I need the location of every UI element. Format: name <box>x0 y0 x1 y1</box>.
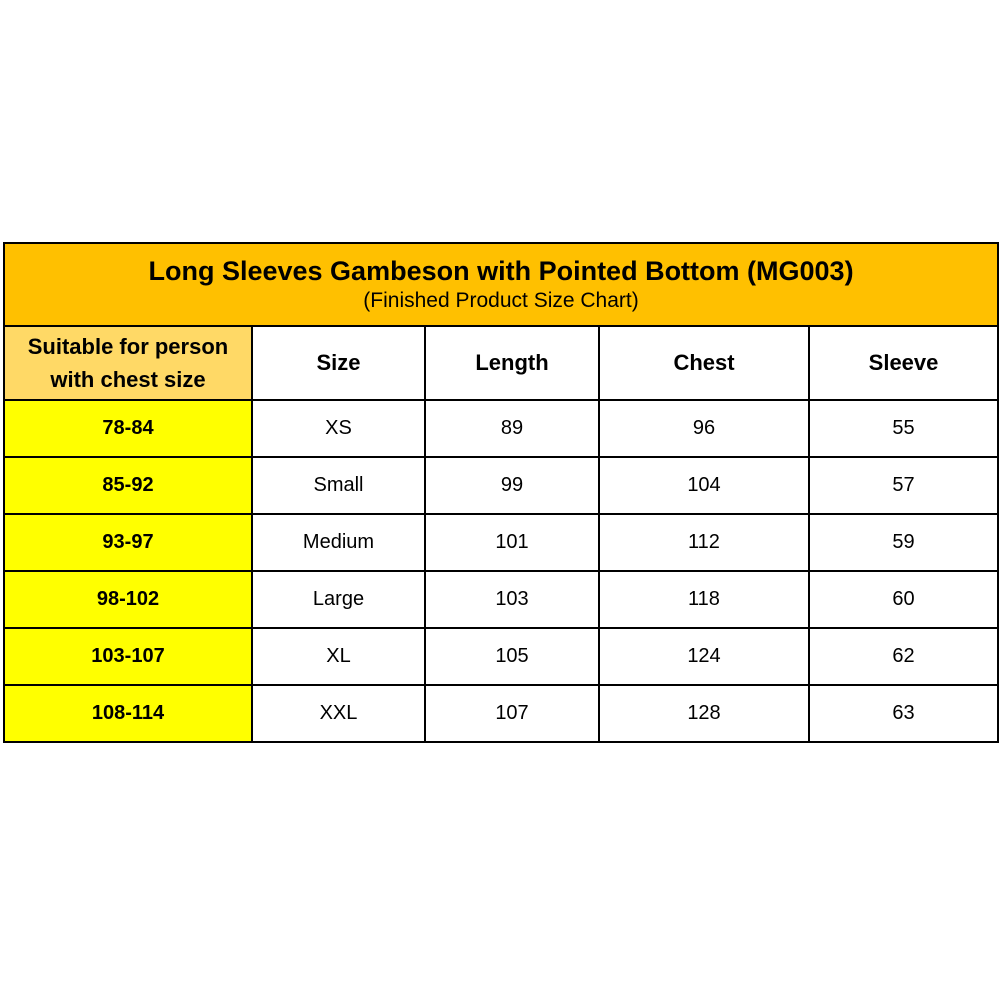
table-row: 103-107 XL 105 124 62 <box>3 627 1000 686</box>
chest-range-cell: 93-97 <box>3 513 253 572</box>
size-table: Long Sleeves Gambeson with Pointed Botto… <box>2 242 1000 743</box>
chest-cell: 104 <box>598 456 810 515</box>
sleeve-cell: 63 <box>807 684 1000 743</box>
length-cell: 89 <box>424 399 600 458</box>
header-row: Suitable for person with chest size Size… <box>3 325 1000 401</box>
header-chest-range: Suitable for person with chest size <box>3 325 253 401</box>
header-chest: Chest <box>598 325 810 401</box>
chest-range-cell: 78-84 <box>3 399 253 458</box>
chest-range-cell: 108-114 <box>3 684 253 743</box>
size-cell: XL <box>251 627 426 686</box>
size-cell: XS <box>251 399 426 458</box>
header-size: Size <box>251 325 426 401</box>
sleeve-cell: 60 <box>807 570 1000 629</box>
title-cell: Long Sleeves Gambeson with Pointed Botto… <box>2 242 1000 327</box>
chest-cell: 118 <box>598 570 810 629</box>
header-sleeve: Sleeve <box>807 325 1000 401</box>
chest-cell: 112 <box>598 513 810 572</box>
chart-subtitle: (Finished Product Size Chart) <box>363 288 639 312</box>
length-cell: 103 <box>424 570 600 629</box>
sleeve-cell: 62 <box>807 627 1000 686</box>
chart-title: Long Sleeves Gambeson with Pointed Botto… <box>148 255 854 286</box>
table-row: 85-92 Small 99 104 57 <box>3 456 1000 515</box>
header-length: Length <box>424 325 600 401</box>
sleeve-cell: 55 <box>807 399 1000 458</box>
table-row: 108-114 XXL 107 128 63 <box>3 684 1000 743</box>
table-row: 78-84 XS 89 96 55 <box>3 399 1000 458</box>
chest-cell: 128 <box>598 684 810 743</box>
table-row: 93-97 Medium 101 112 59 <box>3 513 1000 572</box>
table-row: 98-102 Large 103 118 60 <box>3 570 1000 629</box>
sleeve-cell: 57 <box>807 456 1000 515</box>
chest-range-cell: 103-107 <box>3 627 253 686</box>
size-cell: XXL <box>251 684 426 743</box>
size-cell: Medium <box>251 513 426 572</box>
size-cell: Large <box>251 570 426 629</box>
length-cell: 107 <box>424 684 600 743</box>
size-cell: Small <box>251 456 426 515</box>
chest-cell: 124 <box>598 627 810 686</box>
size-chart: Long Sleeves Gambeson with Pointed Botto… <box>2 242 1000 743</box>
chest-cell: 96 <box>598 399 810 458</box>
length-cell: 105 <box>424 627 600 686</box>
length-cell: 99 <box>424 456 600 515</box>
chest-range-cell: 85-92 <box>3 456 253 515</box>
chest-range-cell: 98-102 <box>3 570 253 629</box>
length-cell: 101 <box>424 513 600 572</box>
sleeve-cell: 59 <box>807 513 1000 572</box>
